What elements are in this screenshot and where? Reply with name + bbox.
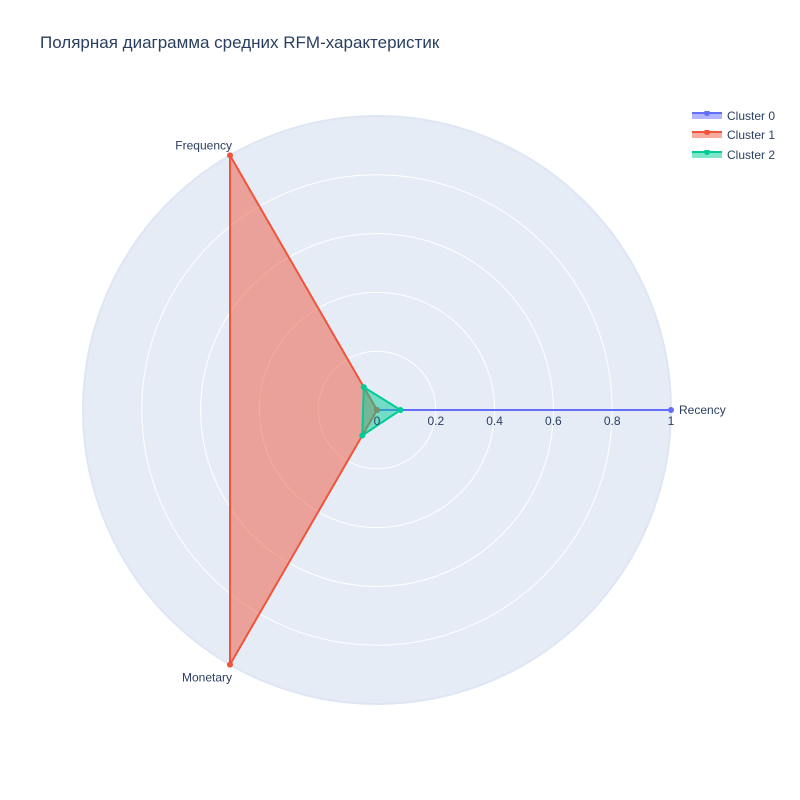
series-point-cluster-1-2 (227, 661, 233, 668)
radial-tick-label-1: 0.2 (427, 414, 444, 428)
legend-item-cluster-0[interactable]: Cluster 0 (692, 106, 775, 126)
chart-title: Полярная диаграмма средних RFM-характери… (40, 33, 440, 52)
series-area-cluster-1 (229, 154, 378, 666)
series-point-cluster-2-0 (397, 407, 404, 413)
radial-tick-label-2: 0.4 (486, 414, 503, 428)
legend-swatch-cluster-2 (692, 149, 722, 158)
legend-swatch-cluster-0 (692, 110, 722, 119)
series-point-cluster-0-0 (668, 407, 674, 413)
radial-tick-label-0: 0 (374, 414, 381, 428)
legend: Cluster 0 Cluster 1 Cluster 2 (692, 106, 775, 165)
category-label-monetary: Monetary (182, 671, 232, 685)
category-label-frequency: Frequency (175, 138, 232, 152)
series-area-cluster-2 (361, 386, 402, 437)
legend-item-cluster-2[interactable]: Cluster 2 (692, 145, 775, 165)
category-label-recency: Recency (679, 403, 726, 417)
radial-tick-label-4: 0.8 (604, 414, 621, 428)
legend-label-cluster-2: Cluster 2 (727, 147, 776, 162)
radial-tick-label-3: 0.6 (545, 414, 562, 428)
series-point-cluster-2-2 (359, 432, 366, 439)
legend-label-cluster-0: Cluster 0 (727, 108, 776, 123)
radial-tick-label-5: 1 (668, 414, 675, 428)
legend-label-cluster-1: Cluster 1 (727, 128, 776, 143)
series-point-cluster-2-1 (360, 384, 367, 391)
series-point-cluster-1-1 (227, 152, 233, 159)
legend-swatch-cluster-1 (692, 130, 722, 139)
legend-item-cluster-1[interactable]: Cluster 1 (692, 126, 775, 146)
